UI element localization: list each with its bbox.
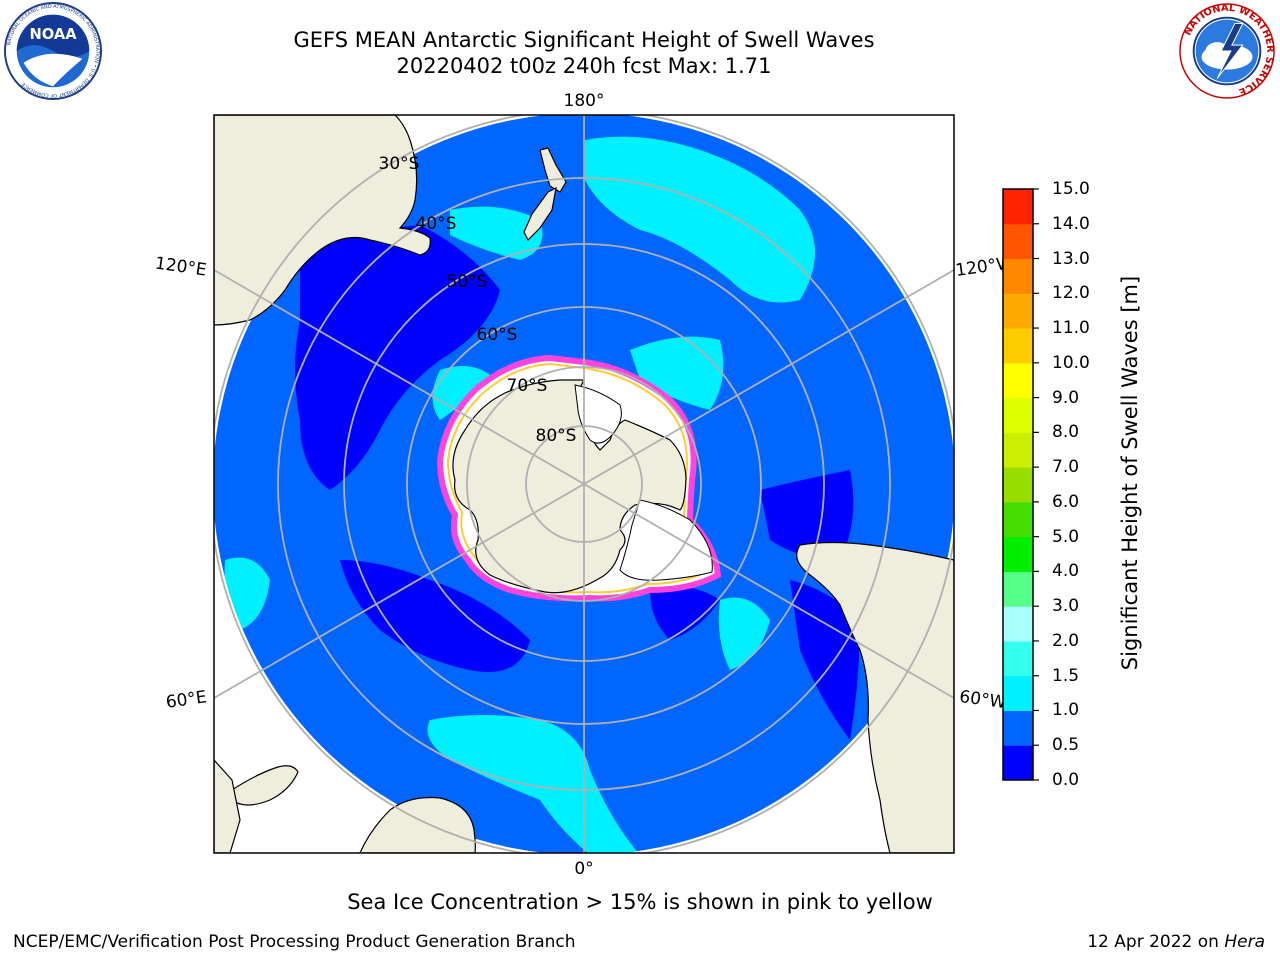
- colorbar-tick-label: 5.0: [1052, 526, 1080, 547]
- swell-1-5m-region: [224, 557, 270, 630]
- lon-label: 60°E: [165, 687, 208, 712]
- svg-text:NOAA: NOAA: [29, 26, 77, 43]
- colorbar-cell: [1003, 328, 1033, 364]
- colorbar-cell: [1003, 293, 1033, 329]
- land-antarctica: [452, 379, 687, 594]
- meridian-120e-60w: [214, 269, 954, 699]
- map-title: GEFS MEAN Antarctic Significant Height o…: [293, 28, 875, 52]
- colorbar-tick-label: 13.0: [1052, 248, 1090, 269]
- colorbar-cell: [1003, 362, 1033, 399]
- lat-label: 70°S: [507, 376, 548, 396]
- map-frame: [213, 114, 955, 854]
- lon-label: 120°E: [154, 254, 208, 281]
- swell-1-5m-region: [630, 336, 724, 410]
- colorbar-frame: [1002, 188, 1034, 781]
- colorbar-cell: [1003, 432, 1033, 468]
- colorbar-ticks: [1033, 188, 1039, 781]
- colorbar-cell: [1003, 640, 1033, 677]
- colorbar-cell: [1003, 675, 1033, 711]
- colorbar-cell: [1003, 189, 1033, 225]
- colorbar-cell: [1003, 571, 1033, 607]
- sea-ice-inner: [446, 362, 712, 594]
- colorbar-tick-label: 14.0: [1052, 213, 1090, 234]
- lon-label: 60°W: [958, 687, 1007, 713]
- producer-credit: NCEP/EMC/Verification Post Processing Pr…: [13, 932, 576, 952]
- graticule: [214, 115, 954, 853]
- nws-logo: NATIONAL WEATHER SERVICE: [1179, 3, 1275, 99]
- run-machine: Hera: [1224, 932, 1265, 952]
- colorbar-tick-label: 0.5: [1052, 735, 1080, 756]
- map-subtitle: 20220402 t00z 240h fcst Max: 1.71: [396, 54, 772, 78]
- colorbar-tick-label: 12.0: [1052, 283, 1090, 304]
- colorbar-tick-label: 11.0: [1052, 318, 1090, 339]
- colorbar-cell: [1003, 258, 1033, 294]
- colorbar-cell: [1003, 536, 1033, 572]
- colorbar-cell: [1003, 501, 1033, 538]
- colorbar-tick-label: 0.0: [1052, 770, 1080, 790]
- run-date-text: 12 Apr 2022 on: [1087, 932, 1219, 952]
- land-madagascar: [231, 765, 299, 806]
- swell-fields: [224, 136, 860, 853]
- swell-1-5m-region: [585, 136, 815, 303]
- land-south-america: [796, 541, 954, 853]
- colorbar-tick-label: 4.0: [1052, 561, 1080, 582]
- colorbar-tick-label: 3.0: [1052, 596, 1080, 617]
- low-swell-region: [650, 586, 720, 640]
- swell-1-5m-region: [718, 597, 770, 670]
- lat-label: 40°S: [416, 214, 457, 234]
- colorbar-tick-label: 15.0: [1052, 179, 1090, 199]
- land-africa: [214, 759, 241, 853]
- colorbar-tick-label: 6.0: [1052, 491, 1080, 512]
- colorbar-tick-label: 8.0: [1052, 422, 1080, 443]
- colorbar-cell: [1003, 606, 1033, 642]
- low-swell-region: [790, 580, 860, 740]
- lat-label: 50°S: [447, 272, 488, 292]
- land-new-zealand: [523, 186, 557, 242]
- colorbar-cell: [1003, 467, 1033, 503]
- lon-label: 0°: [574, 859, 593, 879]
- lon-label: 180°: [564, 91, 605, 111]
- colorbar-tick-label: 1.5: [1052, 665, 1080, 686]
- land-africa: [359, 796, 476, 853]
- colorbar-tick-label: 7.0: [1052, 457, 1080, 478]
- colorbar-tick-label: 2.0: [1052, 630, 1080, 651]
- colorbar-cell: [1003, 397, 1033, 433]
- colorbar: [1003, 189, 1033, 781]
- swell-1-5m-region: [450, 206, 543, 260]
- low-swell-region: [340, 560, 530, 672]
- colorbar-tick-label: 9.0: [1052, 387, 1080, 408]
- colorbar-tick-label: 10.0: [1052, 352, 1090, 373]
- run-date: 12 Apr 2022 on Hera: [1087, 932, 1265, 952]
- colorbar-cell: [1003, 710, 1033, 746]
- colorbar-label: Significant Height of Swell Waves [m]: [1118, 275, 1142, 671]
- lat-label: 80°S: [536, 426, 577, 446]
- map-panel: [214, 115, 954, 853]
- land-new-zealand: [539, 147, 567, 193]
- land-antarctic-peninsula: [619, 499, 713, 581]
- colorbar-tick-label: 1.0: [1052, 700, 1080, 721]
- colorbar-cell: [1003, 745, 1033, 781]
- swell-1-5m-region: [432, 366, 490, 420]
- low-swell-region: [760, 470, 854, 560]
- sea-ice-note: Sea Ice Concentration > 15% is shown in …: [347, 890, 933, 914]
- noaa-logo: NOAA NATIONAL OCEANIC AND ATMOSPHERIC AD…: [4, 2, 102, 100]
- lat-label: 30°S: [379, 154, 420, 174]
- lat-label: 60°S: [477, 325, 518, 345]
- colorbar-cell: [1003, 223, 1033, 260]
